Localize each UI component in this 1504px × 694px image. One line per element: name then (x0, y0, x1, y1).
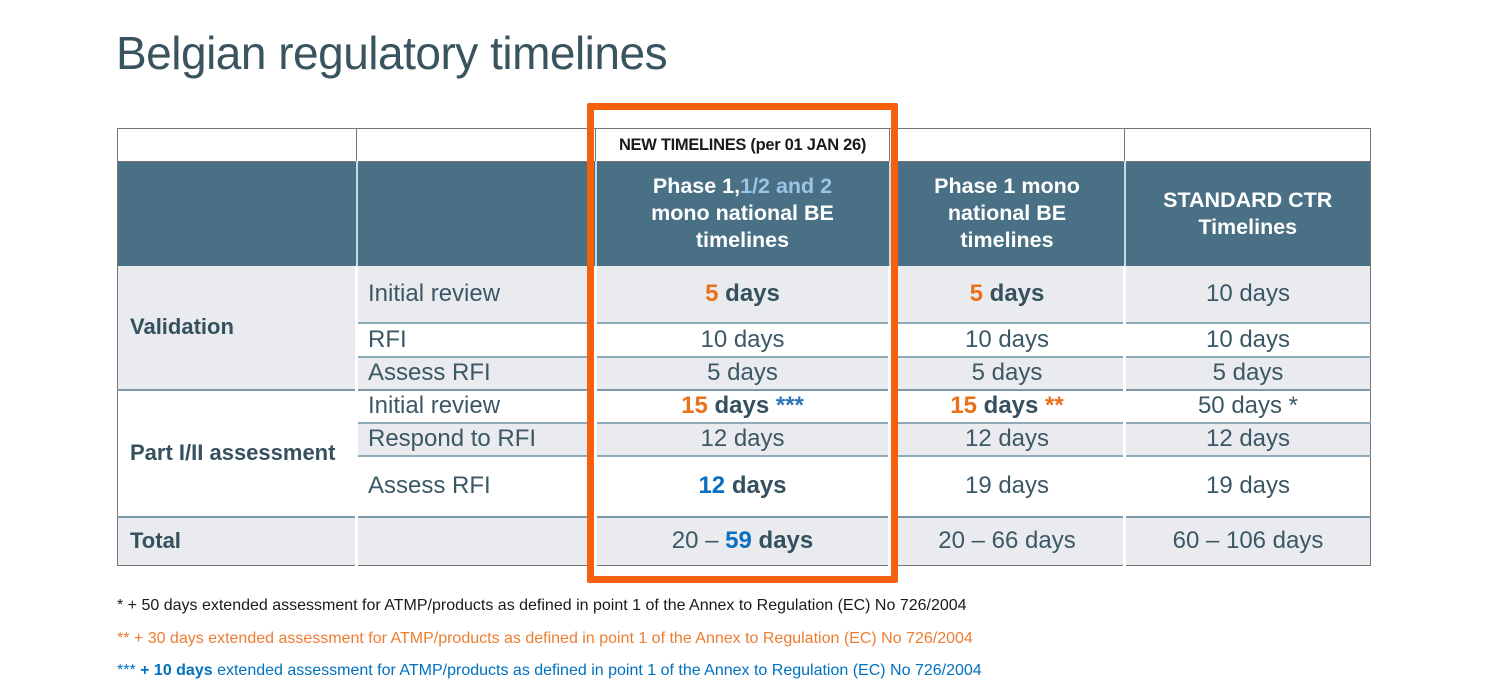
value-number-orange: 15 (681, 392, 708, 419)
timelines-table: NEW TIMELINES (per 01 JAN 26) Phase 1,1/… (117, 128, 1371, 566)
footnote-rest: extended assessment for ATMP/products as… (212, 662, 982, 679)
cell-part12-respond-ctr: 12 days (1123, 421, 1371, 456)
column-header-standard-ctr: STANDARD CTR Timelines (1123, 161, 1371, 266)
cell-part12-assess-mono: 19 days (888, 454, 1125, 517)
value-number-orange: 15 (950, 392, 977, 419)
cell-part12-respond-mono: 12 days (888, 421, 1125, 456)
cell-part12-initial-new: 15 days *** (594, 388, 890, 423)
footnote-marker: *** (117, 662, 141, 679)
column-header-phase1-mono: Phase 1 mono national BE timelines (888, 161, 1125, 266)
header-row: Phase 1,1/2 and 2 mono national BE timeli… (117, 161, 1371, 266)
step-label-respond-to-rfi: Respond to RFI (355, 421, 596, 456)
page-title: Belgian regulatory timelines (116, 27, 668, 79)
value-number-blue: 59 (725, 527, 752, 555)
cell-part12-initial-mono: 15 days ** (888, 388, 1125, 423)
value-unit: days (976, 392, 1046, 419)
row-validation-assess-rfi: Assess RFI 5 days 5 days 5 days (118, 355, 1371, 390)
header-empty-cell (355, 161, 596, 266)
row-part12-initial-review: Part I/II assessment Initial review 15 d… (117, 388, 1371, 517)
header-text-mono-be: mono national BE timelines (651, 201, 834, 253)
cell-total-ctr: 60 – 106 days (1123, 515, 1371, 566)
banner-empty-cell (1124, 128, 1371, 162)
banner-empty-cell (117, 128, 357, 162)
header-text-phase-lightblue: 1/2 and 2 (740, 174, 833, 199)
cell-part12-initial-ctr: 50 days * (1123, 388, 1371, 423)
row-validation-initial-review: Validation Initial review 5 days 5 days … (117, 265, 1371, 390)
total-label: Total (117, 515, 357, 566)
banner-empty-cell (356, 128, 596, 162)
banner-empty-cell (889, 128, 1125, 162)
cell-part12-respond-new: 12 days (594, 421, 890, 456)
step-label-initial-review: Initial review (355, 388, 596, 423)
value-unit: days (725, 472, 787, 499)
row-part12-respond-rfi: Respond to RFI 12 days 12 days 12 days (118, 421, 1371, 456)
cell-validation-initial-mono: 5 days (888, 265, 1125, 323)
value-unit: days (751, 527, 814, 555)
total-empty-cell (355, 515, 596, 566)
value-unit: days (982, 279, 1045, 307)
column-header-new-timelines: Phase 1,1/2 and 2 mono national BE timeli… (594, 161, 890, 266)
value-unit: days (707, 392, 776, 419)
step-label-assess-rfi: Assess RFI (355, 355, 596, 390)
banner-row: NEW TIMELINES (per 01 JAN 26) (117, 128, 1371, 162)
group-label-part12-assessment: Part I/II assessment (117, 388, 357, 517)
step-label-rfi: RFI (355, 321, 596, 357)
total-range-prefix: 20 – (671, 527, 726, 555)
header-text-phase: Phase 1, (652, 174, 741, 199)
footnote-marker-blue: *** (775, 392, 804, 419)
cell-total-new: 20 – 59 days (594, 515, 890, 566)
footnote-marker-orange: ** (1045, 392, 1064, 419)
step-label-initial-review: Initial review (355, 265, 596, 323)
step-label-assess-rfi: Assess RFI (355, 454, 596, 517)
row-part12-assess-rfi: Assess RFI 12 days 19 days 19 days (118, 454, 1371, 517)
row-total: Total 20 – 59 days 20 – 66 days 60 – 106… (117, 515, 1371, 566)
value-unit: days (718, 279, 780, 307)
cell-validation-initial-ctr: 10 days (1123, 265, 1371, 323)
cell-validation-rfi-ctr: 10 days (1123, 321, 1371, 357)
group-label-validation: Validation (117, 265, 357, 390)
cell-validation-rfi-mono: 10 days (888, 321, 1125, 357)
header-empty-cell (117, 161, 357, 266)
cell-part12-assess-new: 12 days (594, 454, 890, 517)
cell-part12-assess-ctr: 19 days (1123, 454, 1371, 517)
cell-validation-initial-new: 5 days (594, 265, 890, 323)
new-timelines-banner: NEW TIMELINES (per 01 JAN 26) (595, 128, 890, 162)
cell-validation-assess-mono: 5 days (888, 355, 1125, 390)
cell-validation-assess-new: 5 days (594, 355, 890, 390)
footnote-30-days: ** + 30 days extended assessment for ATM… (117, 630, 973, 647)
cell-total-mono: 20 – 66 days (888, 515, 1125, 566)
footnote-50-days: * + 50 days extended assessment for ATMP… (117, 597, 967, 614)
cell-validation-rfi-new: 10 days (594, 321, 890, 357)
cell-validation-assess-ctr: 5 days (1123, 355, 1371, 390)
value-number-orange: 5 (705, 279, 719, 307)
footnote-10-days: *** + 10 days extended assessment for AT… (117, 662, 982, 680)
value-number-blue: 12 (698, 472, 726, 499)
value-number-orange: 5 (969, 279, 983, 307)
footnote-bold-part: + 10 days (140, 662, 213, 679)
